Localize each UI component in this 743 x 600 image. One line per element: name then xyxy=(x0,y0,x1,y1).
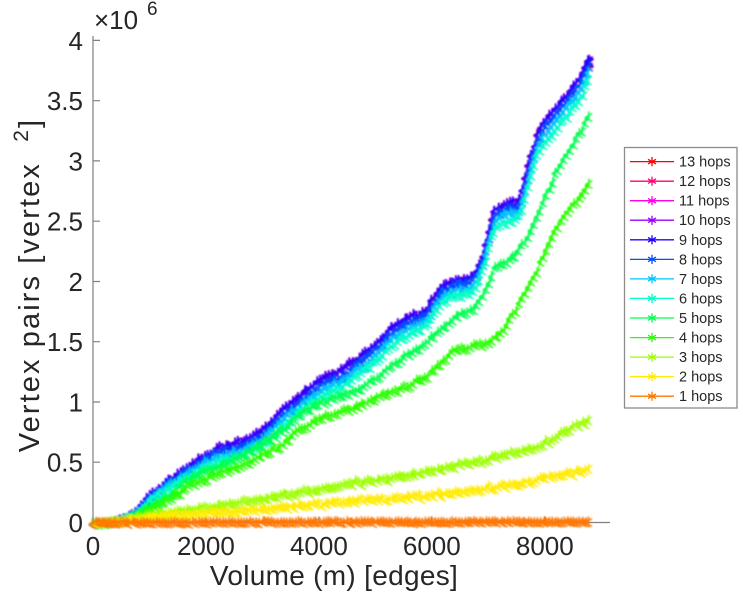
svg-text:6 hops: 6 hops xyxy=(679,291,723,307)
svg-text:8 hops: 8 hops xyxy=(679,252,723,268)
svg-text:7 hops: 7 hops xyxy=(679,272,723,288)
svg-text:0.5: 0.5 xyxy=(47,448,83,478)
svg-text:2.5: 2.5 xyxy=(47,207,83,237)
svg-text:4 hops: 4 hops xyxy=(679,331,723,347)
svg-text:13 hops: 13 hops xyxy=(679,155,731,171)
svg-text:1: 1 xyxy=(69,388,83,418)
svg-text:×10: ×10 xyxy=(94,5,138,35)
svg-text:3.5: 3.5 xyxy=(47,86,83,116)
svg-text:0: 0 xyxy=(86,531,100,561)
svg-text:2 hops: 2 hops xyxy=(679,370,723,386)
svg-text:3: 3 xyxy=(69,146,83,176)
svg-text:2000: 2000 xyxy=(177,531,235,561)
svg-text:5 hops: 5 hops xyxy=(679,311,723,327)
svg-text:3 hops: 3 hops xyxy=(679,350,723,366)
svg-text:11 hops: 11 hops xyxy=(679,194,730,210)
svg-text:9 hops: 9 hops xyxy=(679,233,723,249)
svg-text:1 hops: 1 hops xyxy=(679,389,723,405)
svg-text:10 hops: 10 hops xyxy=(679,213,731,229)
svg-text:6000: 6000 xyxy=(403,531,461,561)
svg-text:4000: 4000 xyxy=(290,531,348,561)
svg-text:0: 0 xyxy=(69,508,83,538)
svg-text:6: 6 xyxy=(147,0,158,20)
svg-text:8000: 8000 xyxy=(516,531,574,561)
svg-text:Vertex pairs [vertex 2]: Vertex pairs [vertex 2] xyxy=(10,118,46,452)
svg-text:4: 4 xyxy=(69,26,83,56)
svg-text:2: 2 xyxy=(69,267,83,297)
svg-text:12 hops: 12 hops xyxy=(679,174,731,190)
svg-text:1.5: 1.5 xyxy=(47,327,83,357)
svg-text:Volume (m) [edges]: Volume (m) [edges] xyxy=(210,560,458,591)
